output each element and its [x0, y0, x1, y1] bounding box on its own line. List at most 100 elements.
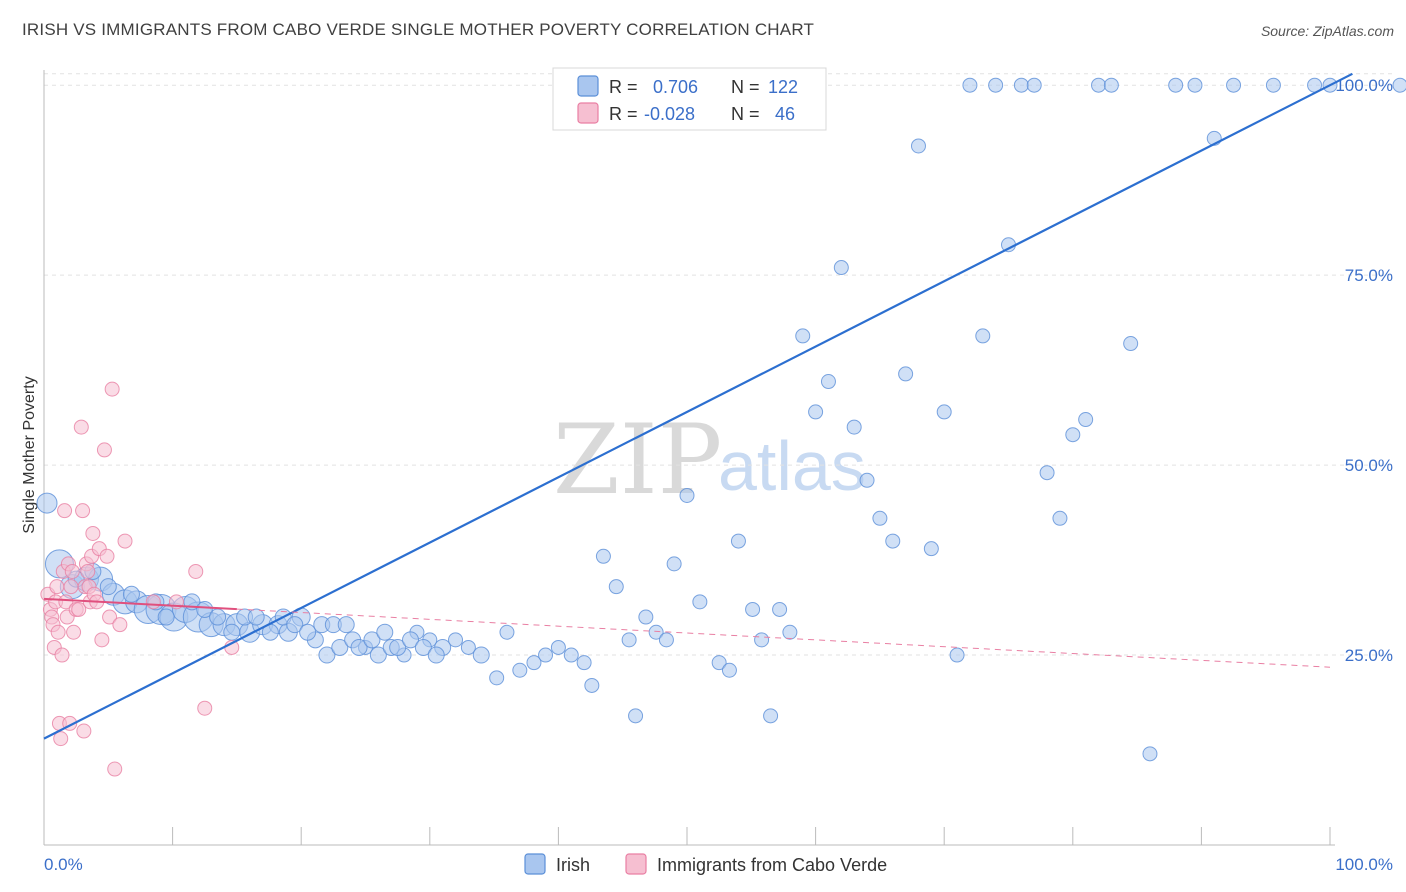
irish-point	[331, 638, 349, 656]
trend-lines	[43, 72, 1353, 740]
irish-point	[1168, 77, 1184, 93]
legend-n-label-irish: N =	[731, 77, 760, 97]
irish-point	[472, 646, 490, 664]
irish-point	[1026, 77, 1042, 93]
watermark-zip: ZIP	[553, 404, 722, 516]
trend-line-cabo-solid	[43, 597, 237, 611]
cabo-point	[102, 609, 118, 625]
irish-point	[772, 601, 788, 617]
irish-point	[1065, 427, 1081, 443]
irish-point	[363, 631, 381, 649]
irish-point	[247, 608, 265, 626]
irish-point	[721, 662, 737, 678]
irish-point	[402, 631, 420, 649]
cabo-point	[75, 503, 91, 519]
irish-point	[286, 616, 304, 634]
chart-title: IRISH VS IMMIGRANTS FROM CABO VERDE SING…	[22, 20, 815, 39]
legend-r-label-cabo: R =	[609, 104, 638, 124]
irish-point	[833, 260, 849, 276]
series-cabo-points	[40, 381, 240, 777]
irish-point	[318, 646, 336, 664]
irish-point	[1103, 77, 1119, 93]
irish-point	[1187, 77, 1203, 93]
irish-point	[99, 578, 117, 596]
bottom-legend-swatch-cabo	[625, 853, 647, 875]
irish-point	[936, 404, 952, 420]
irish-point	[595, 548, 611, 564]
irish-point	[648, 624, 664, 640]
irish-point	[299, 623, 317, 641]
cabo-point	[73, 419, 89, 435]
irish-point	[526, 655, 542, 671]
irish-point	[1013, 77, 1029, 93]
y-tick-label: 50.0%	[1345, 456, 1393, 475]
trend-line-irish	[43, 72, 1353, 740]
cabo-point	[49, 579, 65, 595]
bottom-legend: Irish Immigrants from Cabo Verde	[524, 853, 887, 875]
irish-point	[350, 638, 368, 656]
y-tick-label: 25.0%	[1345, 646, 1393, 665]
irish-point	[376, 623, 394, 641]
irish-point	[910, 138, 926, 154]
legend-swatch-irish	[577, 75, 599, 97]
irish-point	[763, 708, 779, 724]
irish-point	[122, 585, 140, 603]
irish-point	[1039, 465, 1055, 481]
cabo-point	[64, 563, 80, 579]
source-label: Source: ZipAtlas.com	[1260, 23, 1394, 39]
irish-point	[872, 510, 888, 526]
irish-point	[550, 639, 566, 655]
cabo-point	[76, 723, 92, 739]
irish-point	[754, 632, 770, 648]
grid-lines	[44, 73, 1392, 656]
bottom-legend-irish: Irish	[556, 855, 590, 875]
irish-point	[898, 366, 914, 382]
cabo-point	[117, 533, 133, 549]
cabo-point	[104, 381, 120, 397]
irish-point	[369, 646, 387, 664]
irish-point	[846, 419, 862, 435]
cabo-point	[112, 617, 128, 633]
cabo-point	[50, 624, 66, 640]
cabo-point	[85, 525, 101, 541]
irish-point	[621, 632, 637, 648]
irish-point	[692, 594, 708, 610]
y-tick-label: 100.0%	[1335, 76, 1393, 95]
legend-swatch-cabo	[577, 102, 599, 124]
cabo-point	[96, 442, 112, 458]
irish-point	[711, 655, 727, 671]
cabo-point	[63, 579, 79, 595]
cabo-point	[80, 563, 96, 579]
irish-point	[638, 609, 654, 625]
irish-point	[563, 647, 579, 663]
irish-point	[628, 708, 644, 724]
irish-point	[489, 670, 505, 686]
irish-point	[859, 472, 875, 488]
irish-point	[1091, 77, 1107, 93]
axes	[43, 70, 1335, 846]
irish-point	[795, 328, 811, 344]
irish-point	[988, 77, 1004, 93]
irish-point	[808, 404, 824, 420]
cabo-point	[57, 503, 73, 519]
irish-point	[196, 600, 214, 618]
irish-point	[923, 541, 939, 557]
cabo-point	[145, 594, 161, 610]
irish-point	[584, 677, 600, 693]
irish-point	[448, 632, 464, 648]
x-tick-label-min: 0.0%	[44, 855, 83, 874]
irish-point	[666, 556, 682, 572]
legend-r-value-irish: 0.706	[653, 77, 698, 97]
bottom-legend-swatch-irish	[524, 853, 546, 875]
x-ticks	[43, 827, 1331, 845]
cabo-point	[58, 594, 74, 610]
cabo-point	[99, 548, 115, 564]
cabo-point	[94, 632, 110, 648]
legend-r-label-irish: R =	[609, 77, 638, 97]
irish-point	[337, 616, 355, 634]
cabo-point	[66, 624, 82, 640]
x-tick-label-max: 100.0%	[1335, 855, 1393, 874]
cabo-point	[107, 761, 123, 777]
irish-point	[885, 533, 901, 549]
